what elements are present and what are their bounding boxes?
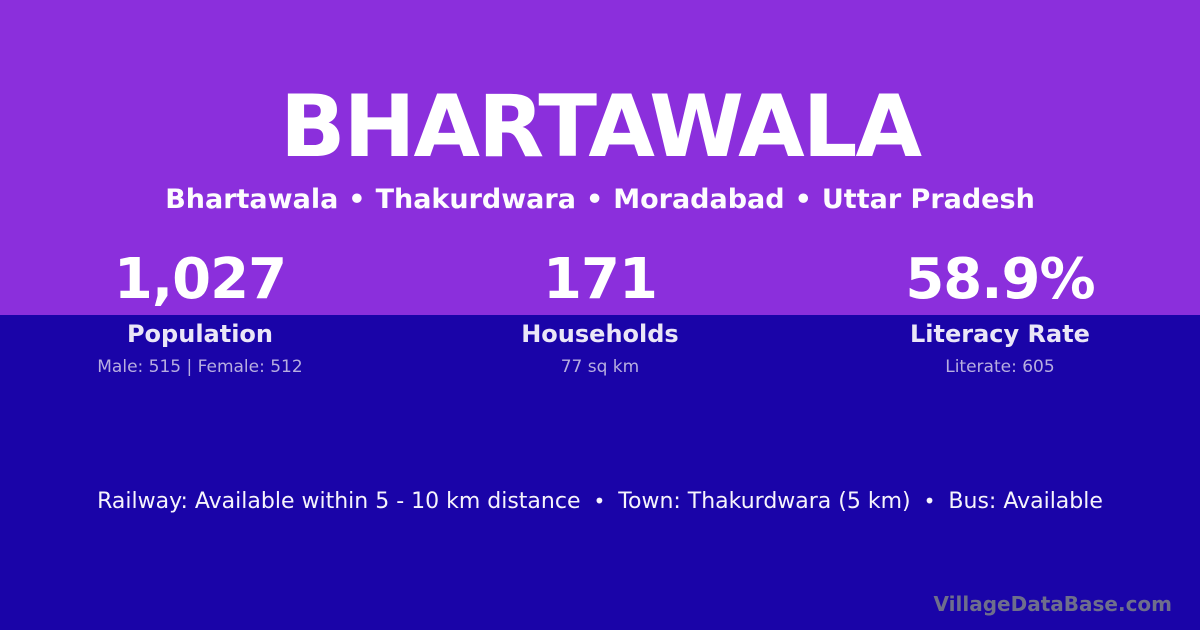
transport-info-line: Railway: Available within 5 - 10 km dist… bbox=[0, 486, 1200, 517]
watermark: VillageDataBase.com bbox=[933, 592, 1172, 616]
literacy-detail: Literate: 605 bbox=[945, 357, 1055, 377]
header-section bbox=[0, 0, 1200, 315]
village-title: BHARTAWALA bbox=[279, 77, 922, 177]
households-value: 171 bbox=[543, 247, 658, 312]
stat-households: 171 Households 77 sq km bbox=[400, 252, 800, 378]
population-value: 1,027 bbox=[113, 247, 287, 312]
info-bullet: • bbox=[593, 489, 606, 513]
population-label: Population bbox=[126, 320, 274, 348]
stat-literacy: 58.9% Literacy Rate Literate: 605 bbox=[800, 252, 1200, 378]
transport-item-town: Town: Thakurdwara (5 km) bbox=[618, 489, 911, 514]
breadcrumb-item-tehsil: Thakurdwara bbox=[375, 184, 576, 215]
breadcrumb-separator: • bbox=[794, 184, 812, 215]
transport-item-bus: Bus: Available bbox=[948, 489, 1103, 514]
info-bullet: • bbox=[923, 489, 936, 513]
stat-population: 1,027 Population Male: 515 | Female: 512 bbox=[0, 252, 400, 378]
breadcrumb-item-state: Uttar Pradesh bbox=[821, 184, 1035, 215]
literacy-value: 58.9% bbox=[905, 247, 1095, 312]
breadcrumb-item-district: Moradabad bbox=[613, 184, 785, 215]
households-label: Households bbox=[521, 320, 679, 348]
transport-item-railway: Railway: Available within 5 - 10 km dist… bbox=[97, 489, 581, 514]
stats-row: 1,027 Population Male: 515 | Female: 512… bbox=[0, 252, 1200, 378]
breadcrumb-item-village: Bhartawala bbox=[165, 184, 339, 215]
households-detail: 77 sq km bbox=[560, 357, 640, 377]
breadcrumb-separator: • bbox=[348, 184, 366, 215]
location-breadcrumb: Bhartawala • Thakurdwara • Moradabad • Uttar P… bbox=[0, 184, 1200, 216]
literacy-label: Literacy Rate bbox=[909, 320, 1090, 348]
population-detail: Male: 515 | Female: 512 bbox=[97, 357, 303, 377]
breadcrumb-separator: • bbox=[585, 184, 604, 215]
